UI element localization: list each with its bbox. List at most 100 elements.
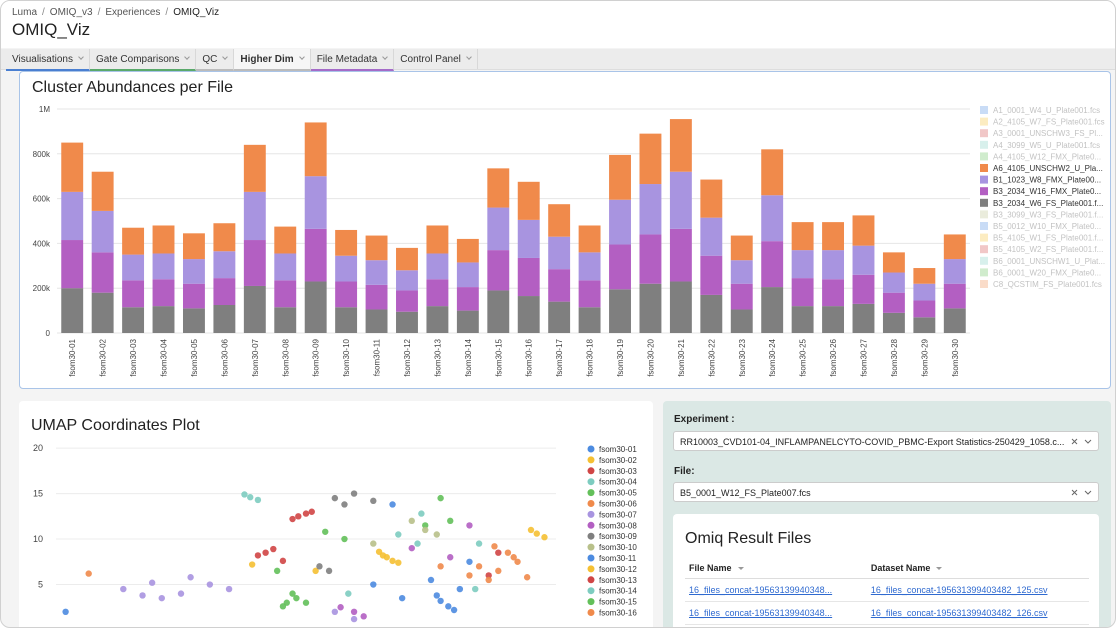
experiment-select[interactable]: RR10003_CVD101-04_INFLAMPANELCYTO-COVID_…	[673, 431, 1099, 451]
x-tick-label: fsom30-06	[220, 338, 229, 376]
legend-label: fsom30-14	[599, 587, 637, 596]
x-tick-label: fsom30-24	[768, 338, 777, 376]
bar-segment	[365, 260, 388, 285]
crumb[interactable]: OMIQ_v3	[37, 7, 93, 18]
bar-segment	[426, 279, 449, 307]
x-tick-label: fsom30-15	[494, 338, 503, 376]
bar-segment	[943, 259, 966, 284]
point	[541, 534, 548, 541]
tab[interactable]: Gate Comparisons	[89, 49, 197, 71]
bar-segment	[548, 204, 571, 237]
column-header[interactable]: File Name	[685, 558, 867, 579]
bar-segment	[243, 240, 266, 286]
tab[interactable]: Higher Dim	[234, 49, 311, 71]
tab[interactable]: Control Panel	[394, 49, 478, 69]
bar-segment	[761, 287, 784, 333]
bar-segment	[61, 288, 84, 333]
tab[interactable]: QC	[196, 49, 235, 71]
legend-swatch	[980, 280, 988, 288]
bar-segment	[791, 250, 814, 279]
point	[495, 567, 502, 575]
bar-segment	[122, 227, 145, 255]
bar-segment	[396, 311, 418, 333]
bar-segment	[426, 253, 449, 280]
x-tick-label: fsom30-16	[525, 338, 534, 376]
bar-segment	[913, 283, 936, 301]
bar-segment	[274, 226, 297, 254]
point	[533, 530, 540, 537]
tab-bar: Visualisations Gate Comparisons QC Highe…	[1, 49, 1115, 71]
point	[295, 513, 302, 520]
file-value: B5_0001_W12_FS_Plate007.fcs	[680, 488, 811, 498]
point	[437, 597, 444, 605]
legend-label: fsom30-01	[599, 445, 637, 454]
legend-label: B5_4105_W2_FS_Plate001.f...	[993, 245, 1103, 254]
dataset-link[interactable]: 16_files_concat-195631399403482_126.csv	[870, 608, 1048, 618]
point	[375, 548, 383, 555]
point	[177, 590, 185, 597]
point	[437, 563, 444, 570]
card-title: Omiq Result Files	[685, 530, 812, 547]
bar-segment	[365, 235, 388, 261]
legend-swatch	[587, 489, 595, 497]
file-link[interactable]: 16_files_concat-19563139940348...	[689, 585, 833, 595]
legend-swatch	[587, 500, 595, 507]
bar-segment	[396, 247, 418, 271]
column-header[interactable]: Dataset Name	[866, 558, 1089, 579]
legend-label: A1_0001_W4_U_Plate001.fcs	[993, 106, 1100, 115]
x-tick-label: fsom30-02	[99, 338, 108, 376]
select-icons	[1071, 489, 1092, 496]
crumb[interactable]: Experiences	[93, 7, 161, 18]
bar-segment	[548, 236, 571, 270]
x-tick-label: fsom30-19	[616, 338, 625, 376]
legend-swatch	[587, 478, 595, 486]
file-link[interactable]: 16_files_concat-19563139940348...	[689, 608, 833, 618]
point	[158, 594, 165, 602]
crumb: OMIQ_Viz	[160, 7, 219, 18]
point	[395, 531, 402, 538]
x-tick-label: fsom30-25	[799, 338, 808, 376]
result-card: Omiq Result Files File Name Dataset Name …	[673, 514, 1099, 627]
x-tick-label: fsom30-03	[129, 338, 138, 376]
bar-segment	[335, 307, 358, 333]
point	[370, 540, 377, 547]
bar-segment	[213, 305, 236, 333]
bar-segment	[700, 255, 723, 295]
x-tick-label: fsom30-30	[951, 338, 960, 376]
x-tick-label: fsom30-21	[677, 338, 686, 376]
legend-label: B5_4105_W1_FS_Plate001.f...	[993, 234, 1103, 243]
point	[312, 567, 319, 575]
bar-segment	[335, 255, 358, 282]
legend-label: A4_4105_W12_FMX_Plate0...	[993, 152, 1101, 161]
legend-swatch	[980, 117, 988, 126]
legend-label: fsom30-07	[599, 510, 637, 519]
scatter-chart: UMAP Coordinates Plot 5 10 15 20 fsom30-01 fso…	[31, 417, 637, 623]
bar-segment	[335, 281, 358, 308]
crumb[interactable]: Luma	[12, 7, 38, 18]
dataset-link[interactable]: 16_files_concat-195631399403482_125.csv	[870, 585, 1048, 595]
x-tick-label: fsom30-17	[555, 338, 564, 376]
bar-segment	[761, 195, 784, 242]
bar-segment	[822, 222, 845, 251]
x-tick-label: fsom30-28	[890, 338, 899, 376]
bar-segment	[578, 225, 601, 253]
x-tick-label: fsom30-20	[646, 338, 655, 376]
bar-segment	[882, 272, 905, 293]
bar-segment	[609, 154, 631, 200]
bar-segment	[304, 228, 327, 282]
legend-swatch	[980, 256, 988, 265]
point	[279, 557, 287, 565]
bar-segment	[517, 219, 540, 258]
bar-segment	[791, 306, 814, 333]
legend-label: A4_3099_W5_U_Plate001.fcs	[993, 141, 1100, 150]
point	[302, 599, 310, 606]
legend-label: fsom30-15	[599, 598, 637, 607]
y-tick-label: 10	[33, 534, 43, 544]
bar-segment	[182, 233, 205, 260]
file-select[interactable]: B5_0001_W12_FS_Plate007.fcs	[673, 482, 1099, 502]
legend-label: fsom30-03	[599, 467, 637, 476]
tab[interactable]: Visualisations	[6, 49, 90, 71]
bar-segment	[852, 274, 875, 304]
tab[interactable]: File Metadata	[310, 49, 395, 71]
